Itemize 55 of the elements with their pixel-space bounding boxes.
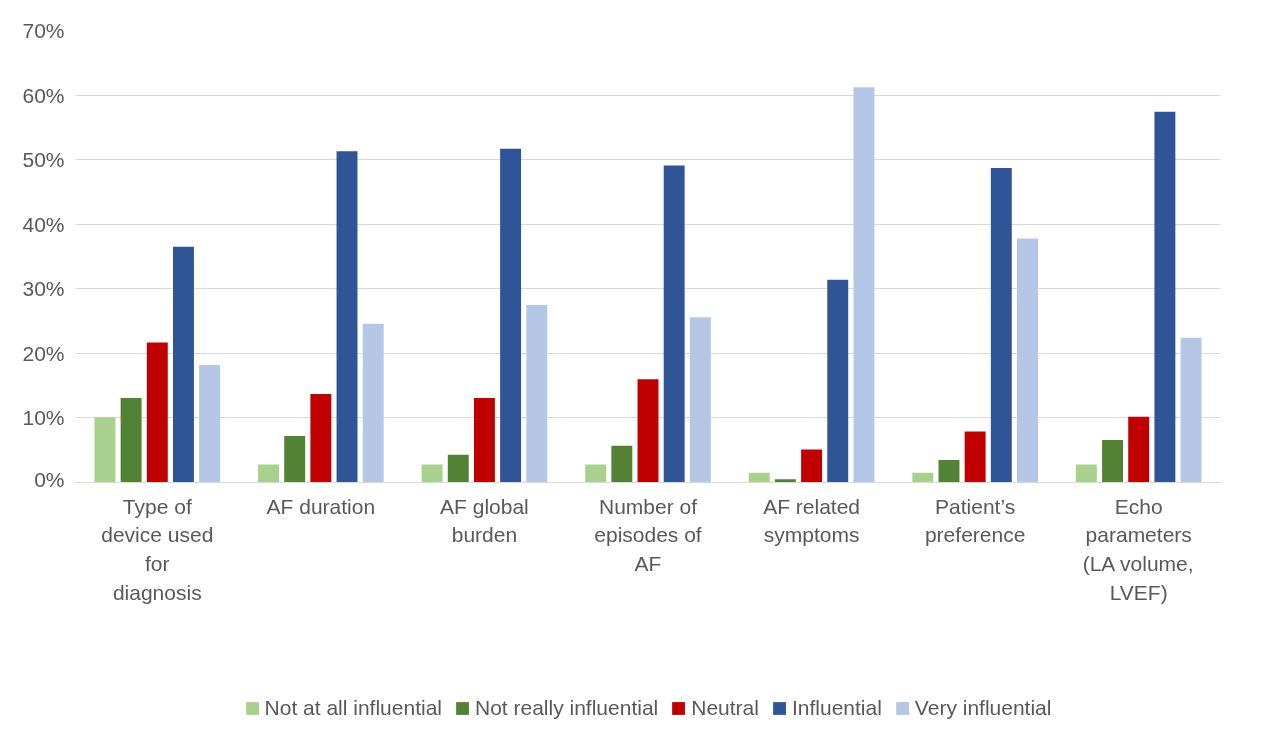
- bar: [853, 87, 875, 483]
- bar: [938, 459, 960, 483]
- bar: [827, 279, 849, 483]
- x-tick-label: Echo parameters (LA volume, LVEF): [1082, 494, 1194, 604]
- bar: [585, 464, 607, 483]
- bar: [336, 151, 358, 483]
- x-tick-label: AF global burden: [440, 494, 529, 547]
- bar: [611, 445, 633, 483]
- x-tick-label: AF duration: [266, 494, 376, 518]
- bar: [447, 454, 469, 483]
- bar: [146, 342, 168, 483]
- y-tick-label: 50%: [22, 148, 65, 172]
- y-tick-label: 60%: [22, 83, 65, 107]
- bar: [1075, 464, 1097, 483]
- y-tick-label: 40%: [22, 212, 65, 236]
- bar: [1128, 416, 1150, 483]
- bar: [94, 417, 116, 483]
- bar: [964, 431, 986, 483]
- bar: [663, 165, 685, 483]
- bar: [526, 304, 548, 483]
- bar: [284, 436, 306, 483]
- bar: [1017, 238, 1038, 483]
- bar: [1102, 439, 1124, 483]
- bar: [120, 397, 142, 483]
- y-tick-label: 70%: [22, 19, 65, 42]
- y-tick-label: 0%: [34, 467, 65, 491]
- y-tick-label: 10%: [22, 406, 65, 430]
- legend-label: Neutral: [691, 696, 759, 720]
- bar: [310, 394, 332, 483]
- y-tick-label: 30%: [22, 277, 65, 301]
- x-tick-label: Patient’s preference: [924, 494, 1026, 547]
- bar: [748, 472, 770, 483]
- y-tick-label: 20%: [22, 341, 65, 365]
- bar: [689, 317, 711, 483]
- legend-label: Influential: [791, 696, 882, 720]
- legend-label: Not at all influential: [264, 696, 442, 720]
- bar: [199, 364, 221, 483]
- bar: [1154, 111, 1176, 483]
- bar: [990, 168, 1012, 483]
- bar: [801, 449, 823, 483]
- x-tick-label: Number of episodes of AF: [594, 494, 702, 575]
- x-tick-label: Type of device used for diagnosis: [101, 494, 214, 604]
- bar: [912, 472, 934, 483]
- bar: [421, 464, 443, 483]
- bar: [500, 148, 522, 483]
- legend-label: Not really influential: [474, 696, 659, 720]
- x-tick-label: AF related symptoms: [763, 494, 861, 547]
- bar: [473, 397, 495, 483]
- legend-label: Very influential: [914, 696, 1052, 720]
- bar: [637, 379, 659, 483]
- bar: [1180, 337, 1202, 483]
- bar: [774, 479, 796, 483]
- bar: [362, 323, 384, 483]
- bar: [172, 246, 194, 483]
- bar: [258, 464, 279, 483]
